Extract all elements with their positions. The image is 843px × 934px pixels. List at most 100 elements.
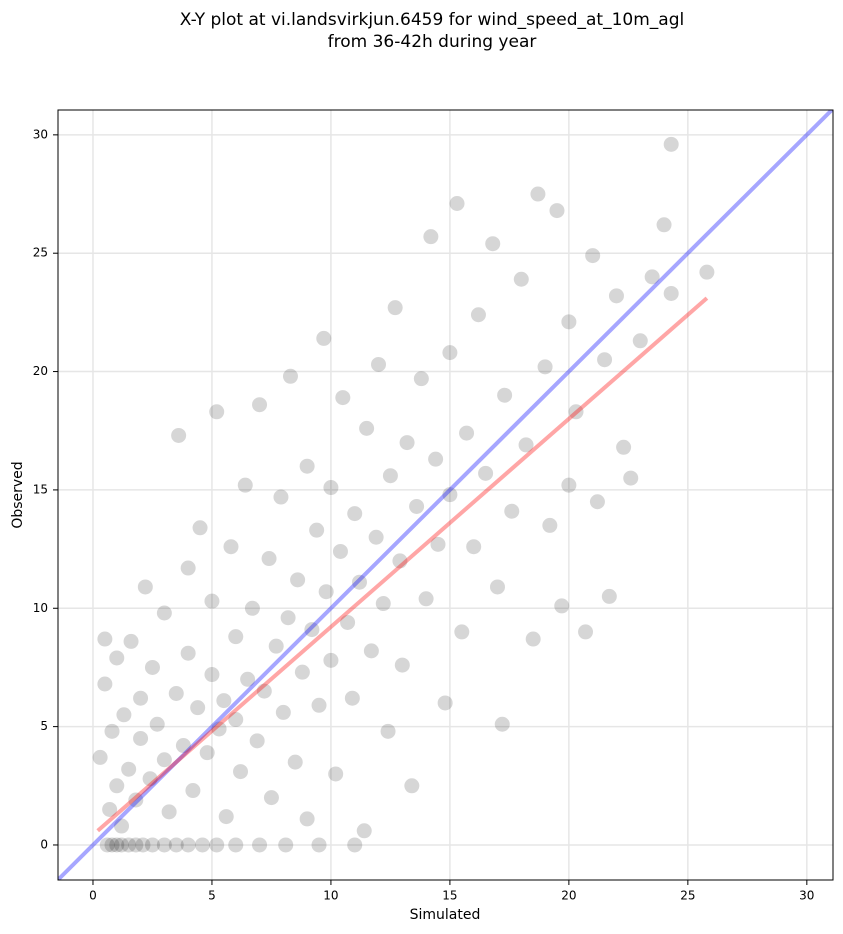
point (623, 470, 639, 486)
point (423, 229, 439, 245)
point (228, 837, 244, 853)
point (644, 269, 660, 285)
point (97, 676, 113, 692)
point (156, 837, 172, 853)
point (380, 723, 396, 739)
point (228, 629, 244, 645)
point (249, 733, 265, 749)
point (218, 809, 234, 825)
point (171, 427, 187, 443)
point (454, 624, 470, 640)
point (430, 536, 446, 552)
point (568, 404, 584, 420)
point (368, 529, 384, 545)
x-tick-label: 20 (561, 889, 576, 903)
point (466, 539, 482, 555)
point (437, 695, 453, 711)
point (244, 600, 260, 616)
point (261, 551, 277, 567)
point (204, 593, 220, 609)
point (282, 368, 298, 384)
point (142, 771, 158, 787)
point (175, 738, 191, 754)
point (144, 837, 160, 853)
point (428, 451, 444, 467)
x-tick-label: 25 (680, 889, 695, 903)
point (601, 588, 617, 604)
chart-title: X-Y plot at vi.landsvirkjun.6459 for win… (180, 10, 684, 30)
point (311, 697, 327, 713)
point (114, 818, 130, 834)
point (561, 314, 577, 330)
y-tick-label: 25 (33, 246, 48, 260)
point (168, 685, 184, 701)
point (404, 778, 420, 794)
point (190, 700, 206, 716)
x-tick-label: 15 (442, 889, 457, 903)
point (121, 837, 137, 853)
point (104, 837, 120, 853)
x-axis-label: Simulated (410, 907, 481, 923)
point (699, 264, 715, 280)
point (442, 487, 458, 503)
point (233, 764, 249, 780)
point (387, 300, 403, 316)
point (156, 752, 172, 768)
point (323, 480, 339, 496)
point (135, 837, 151, 853)
point (504, 503, 520, 519)
point (578, 624, 594, 640)
point (133, 690, 149, 706)
point (382, 468, 398, 484)
point (413, 371, 429, 387)
point (494, 716, 510, 732)
point (554, 598, 570, 614)
point (335, 390, 351, 406)
y-tick-label: 15 (33, 482, 48, 496)
point (663, 285, 679, 301)
point (161, 804, 177, 820)
point (299, 458, 315, 474)
point (478, 465, 494, 481)
x-tick-label: 5 (208, 889, 216, 903)
point (363, 643, 379, 659)
point (180, 645, 196, 661)
point (318, 584, 334, 600)
point (356, 823, 372, 839)
point (344, 690, 360, 706)
point (109, 778, 125, 794)
point (168, 837, 184, 853)
point (537, 359, 553, 375)
point (418, 591, 434, 607)
point (497, 387, 513, 403)
point (589, 494, 605, 510)
point (375, 596, 391, 612)
point (211, 721, 227, 737)
point (347, 837, 363, 853)
point (252, 837, 268, 853)
point (409, 498, 425, 514)
points (92, 136, 715, 853)
line (96, 296, 709, 833)
point (316, 330, 332, 346)
point (394, 657, 410, 673)
point (252, 397, 268, 413)
point (149, 716, 165, 732)
point (273, 489, 289, 505)
line (58, 110, 833, 880)
point (263, 790, 279, 806)
point (240, 671, 256, 687)
point (114, 837, 130, 853)
point (351, 574, 367, 590)
point (290, 572, 306, 588)
point (156, 605, 172, 621)
point (137, 579, 153, 595)
point (228, 712, 244, 728)
point (489, 579, 505, 595)
point (632, 333, 648, 349)
point (280, 610, 296, 626)
point (192, 520, 208, 536)
plot-frame (57, 109, 834, 881)
point (530, 186, 546, 202)
point (525, 631, 541, 647)
